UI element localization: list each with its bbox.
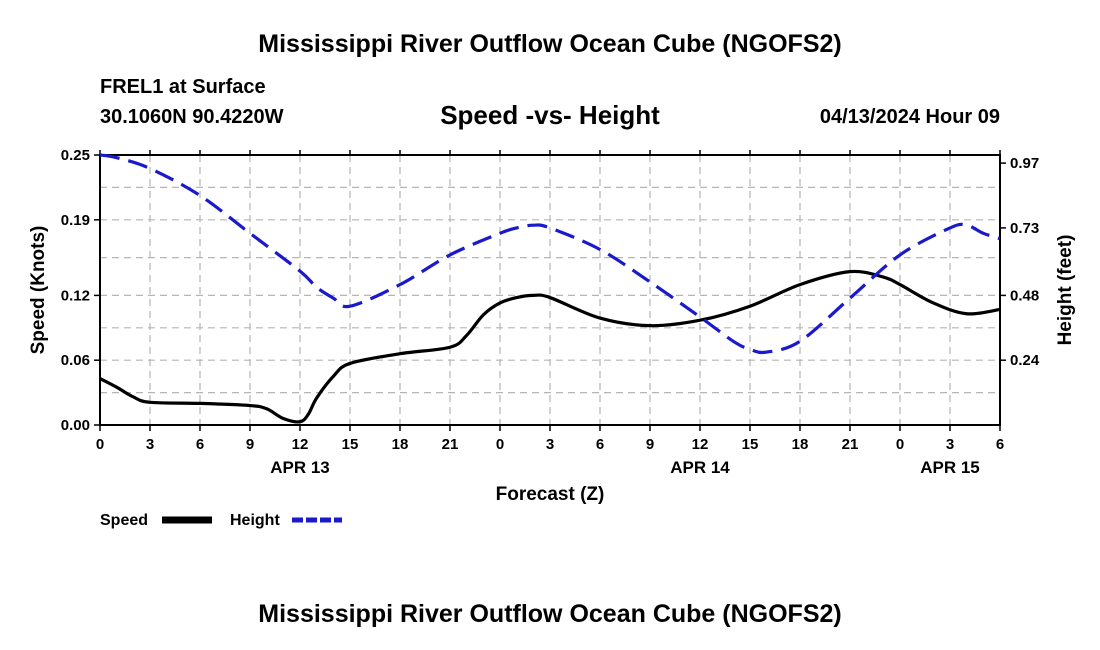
date-label: APR 15: [920, 458, 980, 477]
x-tick-label: 9: [246, 436, 254, 453]
x-tick-label: 6: [996, 436, 1004, 453]
y-left-tick-label: 0.25: [61, 147, 90, 164]
forecast-datetime: 04/13/2024 Hour 09: [819, 106, 1000, 128]
x-tick-label: 6: [596, 436, 604, 453]
x-tick-label: 15: [342, 436, 359, 453]
y-right-tick-label: 0.48: [1010, 287, 1039, 304]
x-tick-label: 12: [692, 436, 709, 453]
x-tick-label: 6: [196, 436, 204, 453]
x-tick-label: 18: [392, 436, 409, 453]
station-label: FREL1 at Surface: [100, 76, 266, 98]
x-tick-label: 3: [546, 436, 554, 453]
x-tick-label: 3: [146, 436, 154, 453]
x-axis-title: Forecast (Z): [496, 484, 605, 505]
x-tick-label: 0: [896, 436, 904, 453]
y-right-tick-label: 0.73: [1010, 220, 1039, 237]
chart-title: Mississippi River Outflow Ocean Cube (NG…: [258, 30, 842, 58]
y-left-tick-label: 0.00: [61, 417, 90, 434]
series-line-speed: [99, 269, 1001, 424]
plot-frame: [99, 154, 1001, 426]
date-label: APR 13: [270, 458, 330, 477]
station-coordinates: 30.1060N 90.4220W: [100, 106, 284, 128]
y-left-tick-label: 0.19: [61, 212, 90, 229]
x-tick-label: 15: [742, 436, 759, 453]
y-left-tick-label: 0.12: [61, 287, 90, 304]
x-tick-label: 9: [646, 436, 654, 453]
date-label: APR 14: [670, 458, 730, 477]
x-tick-label: 0: [96, 436, 104, 453]
x-tick-label: 12: [292, 436, 309, 453]
bottom-repeated-title: Mississippi River Outflow Ocean Cube (NG…: [258, 600, 842, 628]
y-right-tick-label: 0.97: [1010, 155, 1039, 172]
x-tick-label: 3: [946, 436, 954, 453]
y-left-tick-label: 0.06: [61, 352, 90, 369]
chart-subtitle: Speed -vs- Height: [440, 100, 660, 130]
x-tick-label: 18: [792, 436, 809, 453]
x-tick-label: 0: [496, 436, 504, 453]
x-tick-label: 21: [842, 436, 859, 453]
series-line-height: [99, 153, 1001, 355]
x-tick-label: 21: [442, 436, 459, 453]
y-right-tick-label: 0.24: [1010, 352, 1040, 369]
y-right-axis-title: Height (feet): [1055, 235, 1076, 346]
legend-label-height: Height: [230, 512, 280, 529]
y-left-axis-title: Speed (Knots): [28, 226, 49, 355]
legend-label-speed: Speed: [100, 512, 148, 529]
